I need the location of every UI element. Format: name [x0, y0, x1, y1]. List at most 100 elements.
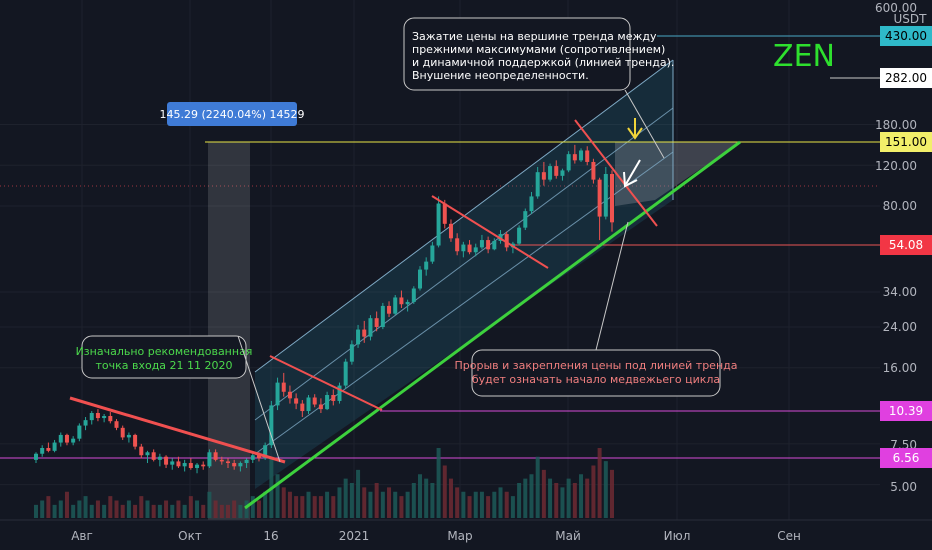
candle-body — [523, 211, 528, 228]
volume-bar — [145, 500, 150, 518]
candle-body — [529, 196, 534, 212]
candle-body — [294, 398, 299, 404]
volume-bar — [504, 491, 509, 518]
price-tag-box — [880, 401, 932, 421]
volume-bar — [591, 465, 596, 518]
measure-range-shade — [208, 142, 250, 520]
volume-bar — [64, 491, 69, 518]
candle-body — [479, 240, 484, 248]
candle-body — [195, 464, 200, 469]
price-tag-label: 10.39 — [889, 404, 923, 418]
measure-label-box — [167, 102, 297, 126]
annotations: 145.29 (2240.04%) 14529 Зажатие цены на в… — [76, 17, 835, 463]
candle-body — [603, 173, 608, 217]
breakout-note-pointer — [595, 221, 629, 351]
candle-body — [349, 344, 354, 362]
candle-body — [405, 301, 410, 305]
volume-bar — [226, 504, 230, 518]
volume-bar — [337, 487, 342, 518]
x-tick-label: Май — [555, 529, 581, 543]
candle-body — [201, 464, 206, 467]
volume-bar — [126, 500, 131, 518]
candle-body — [492, 240, 497, 250]
volume-bar — [201, 504, 206, 518]
candle-body — [585, 150, 590, 162]
candle-body — [145, 452, 150, 456]
top-note-box — [403, 17, 631, 91]
x-tick-label: Сен — [777, 529, 801, 543]
symbol-label: ZEN — [773, 39, 835, 74]
price-tag-box — [880, 26, 932, 46]
volume-bar — [566, 478, 571, 518]
volume-bar — [95, 500, 100, 518]
candle-body — [380, 305, 385, 327]
yellow-arrow-head — [627, 127, 643, 140]
volume-bar — [554, 483, 559, 518]
volume-bar — [139, 496, 144, 518]
volume-bar — [560, 487, 565, 518]
price-tag-box — [880, 68, 932, 88]
volume-bar — [579, 474, 584, 518]
volume-bar — [164, 500, 169, 518]
trend-channel — [0, 35, 880, 489]
volume-bar — [374, 483, 379, 518]
volume-bar — [517, 483, 522, 518]
candle-body — [418, 269, 422, 289]
volume-bar — [275, 474, 280, 518]
candle-body — [455, 238, 460, 252]
volume-bar — [405, 491, 410, 518]
candle-body — [64, 434, 69, 443]
candle-body — [188, 463, 193, 469]
price-axis: 600.00180.00120.0080.0034.0024.0016.007.… — [875, 1, 932, 494]
candle-body — [238, 463, 243, 467]
candle-body — [40, 448, 45, 454]
x-tick-label: Авг — [71, 529, 93, 543]
candle-body — [393, 297, 398, 314]
candle-body — [312, 397, 317, 405]
volume-bar — [108, 496, 113, 518]
candle-body — [120, 427, 125, 438]
volume-bar — [306, 491, 311, 518]
price-tag-box — [880, 235, 932, 255]
volume-bars — [34, 448, 614, 518]
y-tick-label: 180.00 — [875, 118, 917, 132]
candle-body — [436, 203, 441, 246]
candle-body — [269, 405, 274, 446]
candle-body — [579, 150, 584, 161]
candle-body — [77, 425, 82, 439]
entry-note-pointer — [237, 335, 281, 463]
volume-bar — [294, 496, 299, 518]
volume-bar — [498, 487, 503, 518]
y-tick-label: 80.00 — [883, 199, 917, 213]
candle-body — [318, 404, 323, 410]
measure-shade — [208, 142, 250, 520]
volume-bar — [473, 491, 478, 518]
candle-body — [182, 463, 187, 467]
candle-body — [232, 463, 237, 467]
candle-body — [504, 234, 509, 248]
candle-body — [34, 453, 38, 460]
candle-body — [517, 227, 522, 244]
volume-bar — [585, 478, 590, 518]
price-tag-label: 282.00 — [885, 71, 927, 85]
volume-bar — [151, 504, 156, 518]
volume-bar — [486, 496, 491, 518]
volume-bar — [343, 478, 348, 518]
volume-bar — [362, 487, 367, 518]
volume-bar — [312, 496, 317, 518]
volume-bar — [411, 483, 416, 518]
volume-bar — [213, 500, 218, 518]
volume-bar — [572, 483, 577, 518]
volume-bar — [71, 504, 76, 518]
candle-body — [399, 297, 404, 305]
candle-body — [83, 420, 88, 426]
candle-body — [331, 395, 336, 401]
candle-body — [114, 421, 119, 428]
price-tag-label: 6.56 — [893, 451, 920, 465]
candle-body — [597, 179, 602, 217]
candle-body — [139, 446, 144, 456]
top-note-text: Зажатие цены на вершине тренда между преж… — [412, 30, 674, 82]
volume-bar — [399, 496, 404, 518]
volume-bar — [133, 504, 138, 518]
